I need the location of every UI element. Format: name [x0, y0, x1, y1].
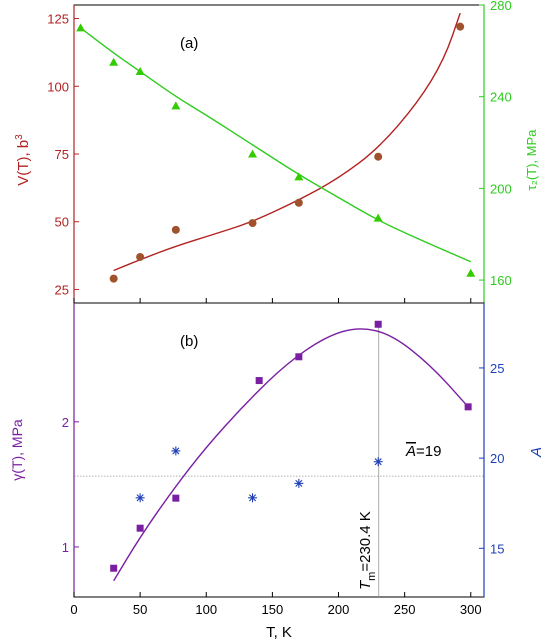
A-point [171, 446, 181, 456]
V-axis-label-text: V(T), b [15, 140, 32, 186]
y-right-tick-label: 200 [490, 181, 512, 196]
y-right-tick-label: 20 [490, 451, 504, 466]
V-axis-label-sup: 3 [14, 134, 25, 140]
panel-a: 25 50 75 100 125 160 200 240 280 (a) V(T), b3 τ₂… [14, 0, 539, 304]
V-point [109, 274, 118, 283]
gamma-fit-curve [113, 328, 469, 582]
mean-A-value-text: =19 [416, 443, 441, 460]
tau2-point [248, 149, 258, 158]
panel-b-label: (b) [180, 333, 198, 350]
tau2-point [294, 172, 304, 181]
V-point [248, 219, 257, 228]
mean-A-annotation: A=19 [405, 443, 441, 460]
Tm-annotation: Tm=230.4 K [357, 511, 378, 590]
asterisk-stroke [249, 494, 257, 502]
x-tick-label: 250 [394, 602, 416, 617]
x-axis-label: T, K [266, 624, 292, 641]
panel-b-y-left-label: γ(T), MPa [9, 419, 25, 481]
Tm-symbol: T [357, 579, 374, 590]
V-point [294, 198, 303, 207]
gamma-point [172, 494, 180, 502]
y-right-tick-label: 160 [490, 273, 512, 288]
panel-a-points [76, 22, 476, 283]
y-right-tick-label: 280 [490, 0, 512, 13]
A-point [248, 493, 258, 503]
A-point [294, 478, 304, 488]
V-point [136, 252, 145, 261]
gamma-point [295, 353, 303, 361]
panel-a-fit-curves [80, 12, 472, 272]
tau2-point [135, 66, 145, 75]
y-left-tick-label: 1 [62, 540, 69, 555]
tau2-point [373, 213, 383, 222]
y-left-tick-label: 2 [62, 415, 69, 430]
panel-a-frame [73, 4, 485, 304]
Tm-subscript: m [366, 572, 378, 581]
y-left-tick-label: 125 [47, 12, 69, 27]
panel-a-y-left-label: V(T), b3 [14, 134, 32, 186]
V-point [374, 152, 383, 161]
x-tick-label: 100 [195, 602, 217, 617]
gamma-point [374, 320, 382, 328]
asterisk-stroke [374, 458, 382, 466]
panel-b-points [110, 320, 472, 572]
y-left-tick-label: 25 [55, 282, 69, 297]
y-right-tick-label: 25 [490, 361, 504, 376]
x-tick-label: 50 [133, 602, 147, 617]
x-tick-label: 0 [70, 602, 77, 617]
tau2-point [171, 101, 181, 110]
Tm-value-text: =230.4 K [357, 511, 374, 571]
panel-a-label: (a) [180, 35, 198, 52]
asterisk-stroke [295, 479, 303, 487]
y-left-tick-label: 75 [55, 147, 69, 162]
gamma-point [110, 564, 118, 572]
panel-b-fit-curves [113, 328, 469, 582]
x-tick-label: 150 [262, 602, 284, 617]
V-point [171, 225, 180, 234]
y-right-tick-label: 240 [490, 90, 512, 105]
tau2-point [466, 268, 476, 277]
tau2-point [109, 57, 119, 66]
y-right-tick-label: 15 [490, 541, 504, 556]
gamma-point [255, 377, 263, 385]
gamma-point [136, 524, 144, 532]
panel-a-y-right-label: τ₂(T), MPa [524, 129, 539, 191]
x-tick-label: 200 [328, 602, 350, 617]
A-point [135, 493, 145, 503]
tau2-fit-curve [80, 27, 472, 263]
V-point [456, 22, 465, 31]
A-point [373, 457, 383, 467]
panel-a-ticks: 25 50 75 100 125 160 200 240 280 [47, 0, 512, 303]
x-tick-label: 300 [460, 602, 482, 617]
y-left-tick-label: 50 [55, 215, 69, 230]
mean-A-symbol: A [405, 443, 416, 460]
panel-b-y-right-label: A [528, 447, 545, 458]
y-left-tick-label: 100 [47, 79, 69, 94]
asterisk-stroke [172, 447, 180, 455]
tau2-point [76, 23, 86, 32]
asterisk-stroke [136, 494, 144, 502]
gamma-point [464, 403, 472, 411]
V-fit-curve [113, 12, 461, 272]
